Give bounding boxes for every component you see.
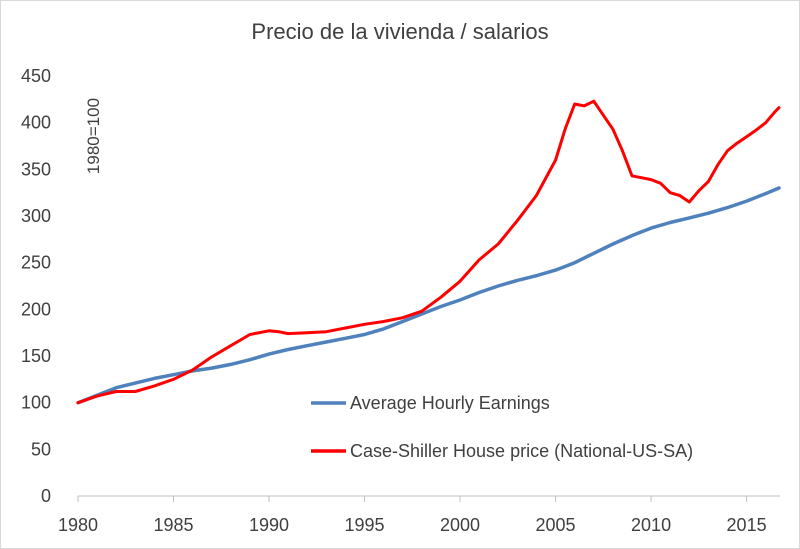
x-tick-label: 1985	[153, 515, 193, 535]
axes	[77, 495, 780, 502]
series-group	[76, 99, 781, 405]
y-tick-label: 400	[21, 113, 51, 133]
x-tick-labels: 1980 1985 1990 1995 2000 2005 2010 2015	[58, 515, 767, 535]
series-line-earnings	[76, 186, 781, 405]
y-tick-label: 150	[21, 346, 51, 366]
y-tick-label: 50	[31, 439, 51, 459]
x-tick-label: 2000	[440, 515, 480, 535]
y-tick-label: 250	[21, 253, 51, 273]
x-tick-label: 2015	[727, 515, 767, 535]
x-tick-label: 2010	[631, 515, 671, 535]
y-tick-label: 0	[41, 486, 51, 506]
legend-label: Average Hourly Earnings	[350, 393, 550, 413]
y-axis-label: 1980=100	[84, 98, 103, 174]
y-tick-labels: 0 50 100 150 200 250 300 350 400 450	[21, 66, 51, 506]
x-tick-label: 1980	[58, 515, 98, 535]
series-line-house-price	[76, 99, 781, 405]
y-tick-label: 300	[21, 206, 51, 226]
y-tick-label: 100	[21, 393, 51, 413]
legend: Average Hourly Earnings Case-Shiller Hous…	[311, 393, 693, 461]
y-tick-label: 200	[21, 299, 51, 319]
y-tick-label: 350	[21, 159, 51, 179]
y-tick-label: 450	[21, 66, 51, 86]
x-tick-label: 1995	[345, 515, 385, 535]
legend-label: Case-Shiller House price (National-US-SA…	[350, 441, 693, 461]
chart-title: Precio de la vivienda / salarios	[251, 19, 548, 44]
x-tick-label: 1990	[249, 515, 289, 535]
x-tick-label: 2005	[536, 515, 576, 535]
